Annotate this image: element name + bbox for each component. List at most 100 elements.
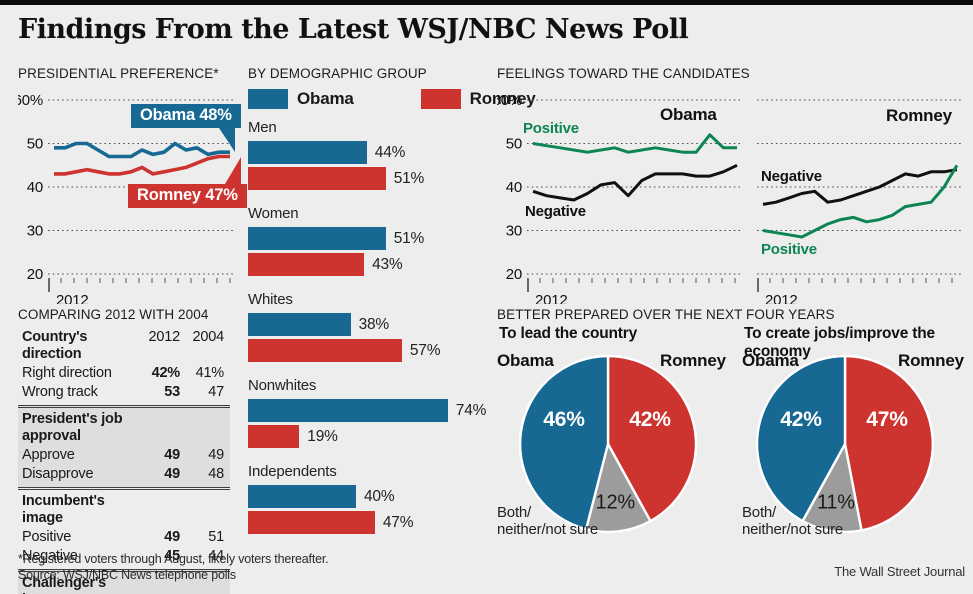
table-row: Positive 49 51 [22,529,224,545]
pie-lead-romney-label: Romney [660,351,726,370]
page-title: Findings From the Latest WSJ/NBC News Po… [18,14,689,45]
bar-romney [248,511,375,534]
pie-lead-chart: 42% 12% 46% [518,354,698,534]
table-section-header: Challenger's image [22,575,107,594]
bar-row: 74% [248,399,490,422]
table-section-header: Incumbent's image [22,493,105,526]
obama-legend-label: Obama [297,89,354,108]
pie-value-label: 42% [780,408,822,431]
bar-value: 44% [374,143,406,161]
y-tick-label: 40 [506,179,522,196]
obama-callout-label: Obama 48% [140,106,232,124]
bar-group-women: Women 51% 43% [248,205,490,276]
table-row: Right direction 42% 41% [22,365,224,381]
table-row: Wrong track 53 47 [22,384,224,400]
series-negative [762,168,958,206]
obama-legend-swatch [248,89,288,109]
source-line: Source: WSJ/NBC News telephone polls [18,568,236,582]
series-negative [532,163,738,202]
bar-obama [248,227,386,250]
bar-row: 51% [248,167,490,190]
pie-value-label: 12% [596,492,636,514]
y-tick-label: 60% [18,92,43,109]
pie-slice-obama [755,354,847,523]
table-section-header: Country's direction 2012 2004 [22,329,224,362]
table-section: Country's direction 2012 2004 Right directi… [18,326,230,405]
y-tick-label: 50 [27,136,43,153]
x-axis-label: 2012 [535,292,568,304]
y-tick-label: 40 [27,179,43,196]
bar-row: 19% [248,425,490,448]
y-tick-label: 60% [497,92,522,109]
bar-obama [248,313,351,336]
y-tick-label: 20 [27,266,43,283]
table-section: Challenger's imagePositive4544Negative44… [18,569,230,594]
feelings-obama-negative-label: Negative [525,203,586,220]
pie-slice-romney [606,354,698,523]
feelings-romney-title: Romney [886,106,952,125]
y-tick-label: 30 [27,223,43,240]
romney-legend-label: Romney [469,89,536,108]
romney-callout-pointer [224,157,241,184]
obama-callout-pointer [218,128,235,152]
demographics-heading: BY DEMOGRAPHIC GROUP [248,66,427,81]
pie-jobs-subtitle: To create jobs/improve the economy [744,325,935,360]
bar-row: 57% [248,339,490,362]
bar-row: 51% [248,227,490,250]
bar-category-label: Independents [248,463,337,480]
series-positive [532,133,737,154]
table-section: Incumbent's image Positive 49 51 Negative 45 4… [18,487,230,569]
bar-obama [248,399,448,422]
table-row: Disapprove 49 48 [22,466,224,482]
bar-category-label: Nonwhites [248,377,317,394]
table-row: Approve 49 49 [22,447,224,463]
feelings-obama-chart: 60% 50 40 30 20 2012 [497,92,743,304]
feelings-heading: FEELINGS TOWARD THE CANDIDATES [497,66,750,81]
y-tick-label: 50 [506,136,522,153]
pie-jobs-chart: 47% 11% 42% [755,354,934,534]
y-tick-label: 30 [506,223,522,240]
pie-slice-obama [518,354,610,531]
bar-obama [248,141,367,164]
bar-group-independents: Independents 40% 47% [248,463,490,534]
romney-legend-swatch [420,89,461,109]
pie-value-label: 47% [866,408,908,431]
top-bar [0,0,973,5]
series-romney [54,154,230,176]
bar-value: 47% [382,513,414,531]
bar-row: 44% [248,141,490,164]
bar-category-label: Men [248,119,277,136]
pie-jobs-romney-label: Romney [898,351,964,370]
bar-row: 47% [248,511,490,534]
pie-slice-both [584,442,652,534]
bar-romney [248,425,300,448]
pie-lead-subtitle: To lead the country [499,325,638,342]
bar-group-men: Men 44% 51% [248,119,490,190]
pie-slice-romney [843,354,934,532]
bar-romney [248,253,365,276]
bar-category-label: Women [248,205,299,222]
comparison-table: Country's direction 2012 2004 Right directi… [18,326,230,594]
y-tick-label: 20 [506,266,522,283]
demographics-bar-chart: Men 44% 51% Women 51% 43% Whites 38% 57% Nonwhite… [248,119,490,549]
preference-heading: PRESIDENTIAL PREFERENCE* [18,66,219,81]
bar-romney [248,167,386,190]
demographics-legend: Obama Romney [248,89,536,109]
pie-value-label: 42% [629,408,671,431]
table-section-header: President's job approval [22,411,123,444]
bar-value: 19% [307,427,338,445]
bar-category-label: Whites [248,291,293,308]
obama-callout: Obama 48% [131,104,241,152]
bar-row: 38% [248,313,490,336]
romney-callout-label: Romney 47% [137,186,238,204]
feelings-romney-chart: 2012 [757,99,963,304]
romney-callout: Romney 47% [128,157,247,208]
pie-value-label: 46% [543,408,585,431]
bar-value: 51% [393,169,425,187]
comparison-heading: COMPARING 2012 WITH 2004 [18,307,209,322]
bar-group-whites: Whites 38% 57% [248,291,490,362]
prepared-heading: BETTER PREPARED OVER THE NEXT FOUR YEARS [497,307,835,322]
bar-value: 74% [455,401,487,419]
pie-lead-obama-label: Obama [497,351,554,370]
